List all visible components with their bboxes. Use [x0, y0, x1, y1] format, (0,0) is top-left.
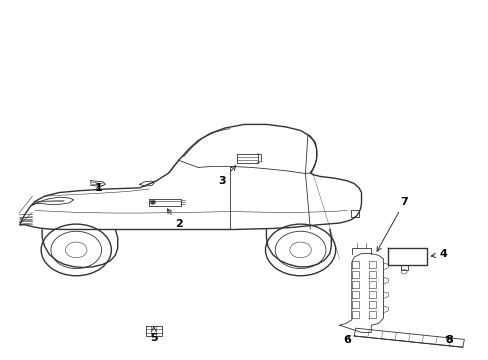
Circle shape: [151, 201, 154, 203]
Text: 5: 5: [150, 327, 157, 343]
Text: 4: 4: [430, 249, 447, 259]
Text: 6: 6: [342, 335, 350, 345]
Text: 7: 7: [376, 197, 407, 251]
Text: 3: 3: [218, 166, 235, 186]
Text: 8: 8: [445, 335, 452, 345]
Text: 2: 2: [167, 209, 182, 229]
Text: 1: 1: [94, 184, 102, 193]
